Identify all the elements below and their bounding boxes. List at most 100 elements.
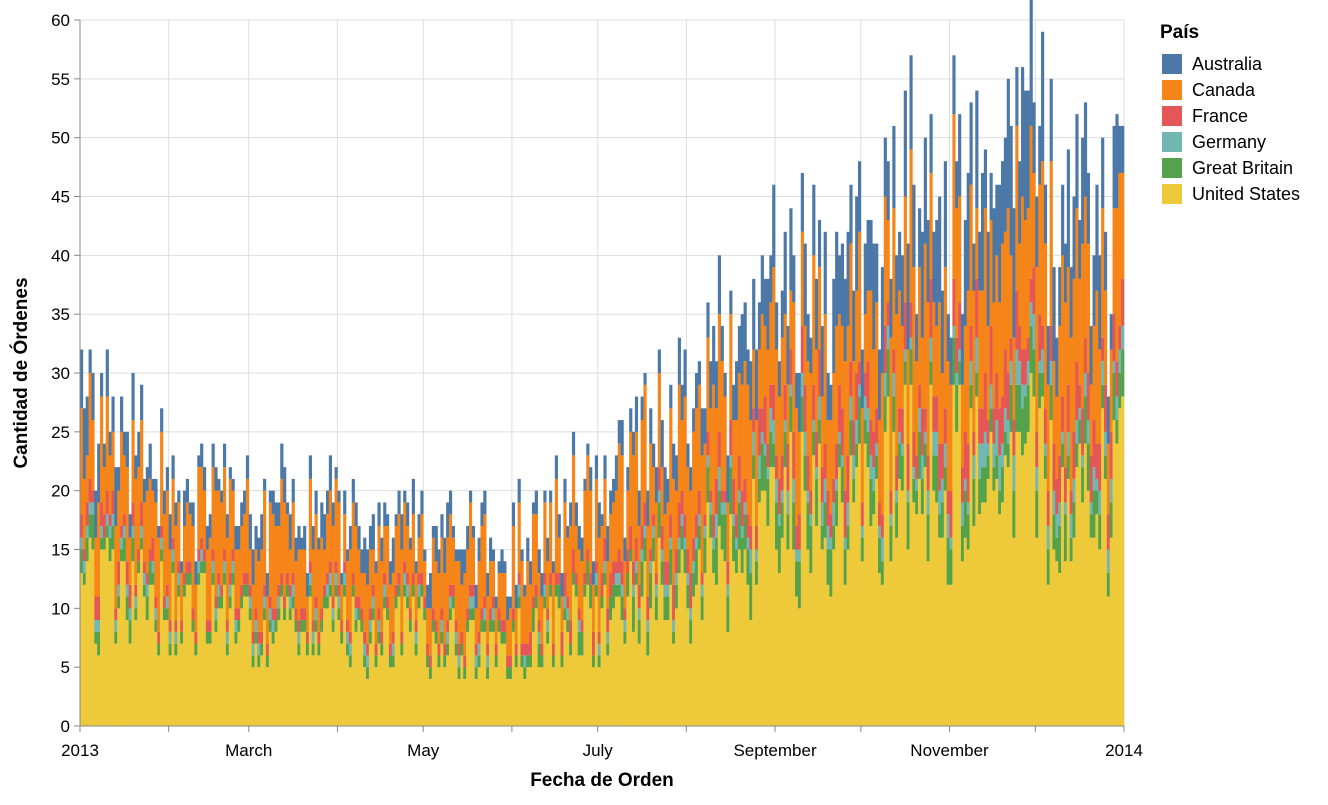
bar-segment <box>148 443 152 479</box>
bar-segment <box>483 620 487 632</box>
y-tick-label: 45 <box>51 188 70 207</box>
bar-segment <box>772 443 776 468</box>
bar-segment <box>955 161 959 209</box>
bar-segment <box>360 620 364 632</box>
bar-segment <box>417 514 421 538</box>
bar-segment <box>792 478 796 503</box>
bar-segment <box>826 525 830 550</box>
bar-segment <box>180 620 184 632</box>
bar-segment <box>706 502 710 726</box>
bar-segment <box>966 172 970 291</box>
bar-segment <box>580 537 584 562</box>
bar-segment <box>714 408 719 479</box>
bar-segment <box>686 608 690 726</box>
bar-segment <box>251 549 255 585</box>
bar-segment <box>920 514 925 726</box>
bar-segment <box>669 549 673 585</box>
bar-segment <box>431 537 435 609</box>
bar-segment <box>949 537 953 550</box>
bar-segment <box>866 290 870 362</box>
bar-segment <box>629 525 633 550</box>
bar-segment <box>672 443 676 479</box>
bar-segment <box>857 231 862 362</box>
bar-segment <box>880 514 885 538</box>
bar-segment <box>643 502 647 526</box>
bar-segment <box>346 620 350 632</box>
bar-segment <box>446 643 450 656</box>
bar-segment <box>617 573 621 585</box>
bar-segment <box>1058 267 1062 326</box>
bar-segment <box>328 455 332 491</box>
bar-segment <box>757 502 762 726</box>
bar-segment <box>657 349 661 373</box>
bar-segment <box>397 514 401 574</box>
bar-segment <box>514 667 518 726</box>
bar-segment <box>180 631 184 644</box>
bar-segment <box>820 549 824 726</box>
bar-segment <box>760 314 764 409</box>
bar-segment <box>992 408 996 444</box>
bar-segment <box>108 561 112 726</box>
bar-segment <box>1095 490 1099 515</box>
bar-segment <box>357 608 361 621</box>
bar-segment <box>363 573 367 632</box>
bar-segment <box>188 514 192 562</box>
bar-segment <box>829 537 833 550</box>
legend-label: Australia <box>1192 54 1263 74</box>
bar-segment <box>463 573 467 656</box>
bar-segment <box>383 596 387 609</box>
bar-segment <box>892 125 896 209</box>
bar-segment <box>428 608 433 656</box>
bar-segment <box>723 561 727 726</box>
bar-segment <box>935 431 939 456</box>
bar-segment <box>105 349 109 397</box>
bar-segment <box>497 561 501 574</box>
bar-segment <box>729 314 733 421</box>
bar-segment <box>775 549 779 726</box>
bar-segment <box>826 420 830 491</box>
bar-segment <box>394 514 398 526</box>
bar-segment <box>406 525 410 574</box>
bar-segment <box>503 620 507 632</box>
bar-segment <box>268 620 272 632</box>
bar-segment <box>391 631 395 644</box>
bar-segment <box>878 537 882 574</box>
bar-segment <box>737 455 742 491</box>
bar-segment <box>460 631 464 644</box>
bar-segment <box>1023 349 1028 385</box>
bar-segment <box>649 561 653 574</box>
bar-segment <box>654 596 659 621</box>
bar-segment <box>640 525 644 550</box>
bar-segment <box>291 584 295 597</box>
bar-segment <box>417 537 421 574</box>
bar-segment <box>617 420 621 444</box>
bar-segment <box>963 325 967 432</box>
bar-segment <box>254 525 258 550</box>
bar-segment <box>486 643 490 656</box>
bar-segment <box>263 584 267 597</box>
bar-segment <box>120 525 124 538</box>
bar-segment <box>285 514 290 574</box>
bar-segment <box>654 584 659 597</box>
bar-segment <box>566 620 570 632</box>
bar-segment <box>923 408 927 432</box>
bar-segment <box>314 514 318 597</box>
bar-segment <box>191 608 195 621</box>
bar-segment <box>763 455 767 491</box>
bar-segment <box>142 573 147 585</box>
bar-segment <box>469 490 473 503</box>
bar-segment <box>963 490 967 538</box>
bar-segment <box>82 478 87 550</box>
bar-segment <box>360 573 364 609</box>
bar-segment <box>403 502 407 562</box>
bar-segment <box>288 584 292 597</box>
bar-segment <box>594 478 599 562</box>
bar-segment <box>297 643 301 656</box>
bar-segment <box>225 655 230 726</box>
bar-segment <box>534 514 538 585</box>
bar-segment <box>549 573 553 585</box>
bar-segment <box>703 443 707 515</box>
bar-segment <box>214 467 218 491</box>
bar-segment <box>732 420 736 479</box>
bar-segment <box>817 420 822 444</box>
